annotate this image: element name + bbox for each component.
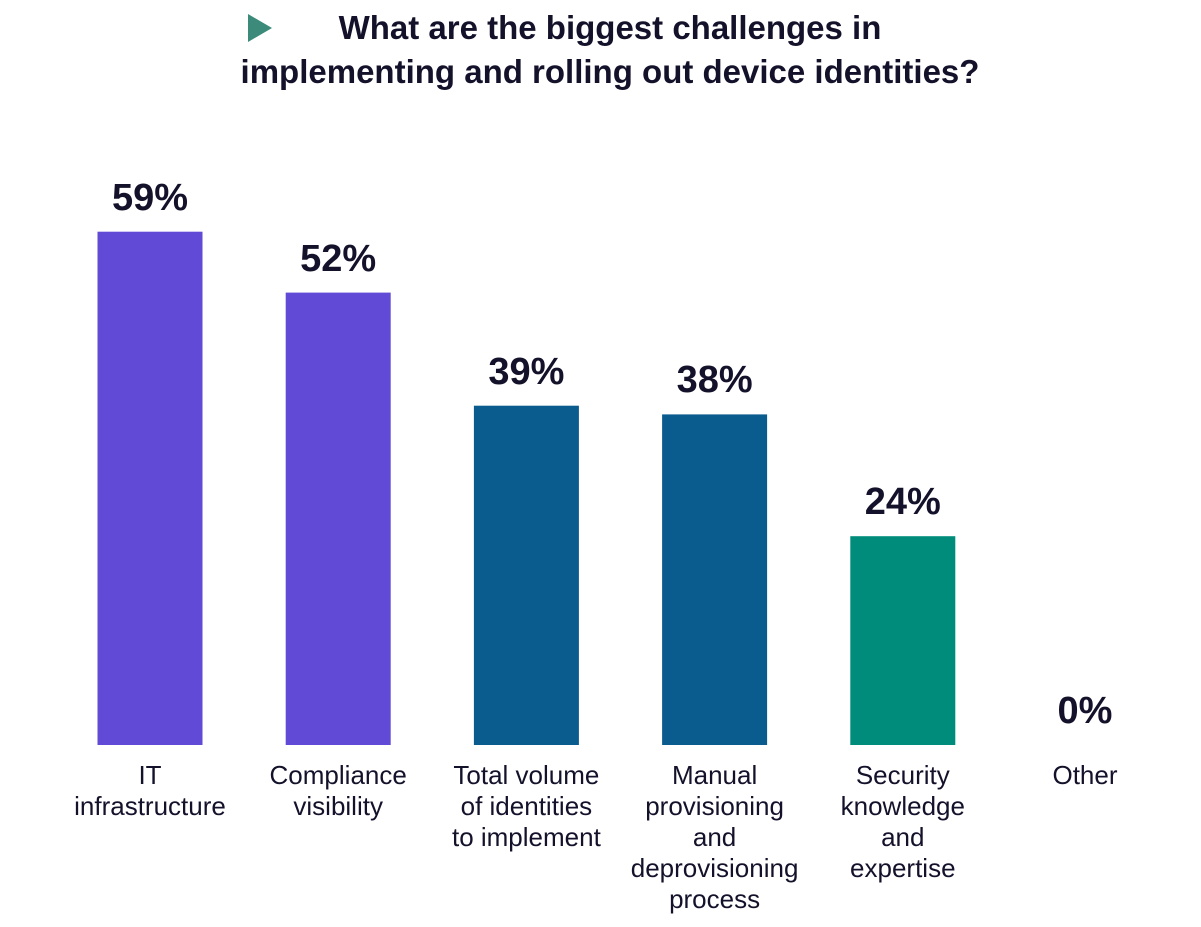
category-label: Compliance visibility	[269, 760, 407, 821]
category-label: Security knowledge and expertise	[840, 760, 965, 883]
value-label: 59%	[111, 176, 189, 219]
bar	[285, 292, 391, 745]
title-icon	[248, 14, 272, 42]
category-label: Manual provisioning and deprovisioning p…	[630, 760, 799, 914]
category-label: Other	[1052, 760, 1118, 790]
bar	[97, 231, 203, 745]
category-label: Total volume of identities to implement	[451, 760, 601, 852]
value-label: 24%	[864, 481, 941, 524]
bar	[850, 536, 956, 745]
value-label: 39%	[488, 350, 565, 393]
bar	[473, 405, 579, 745]
category-label: IT infrastructure	[74, 760, 226, 821]
value-label: 52%	[300, 237, 377, 280]
bar	[662, 414, 768, 745]
chart-title: What are the biggest challenges in imple…	[240, 9, 980, 90]
value-label: 0%	[1057, 690, 1113, 732]
value-label: 38%	[676, 359, 753, 402]
